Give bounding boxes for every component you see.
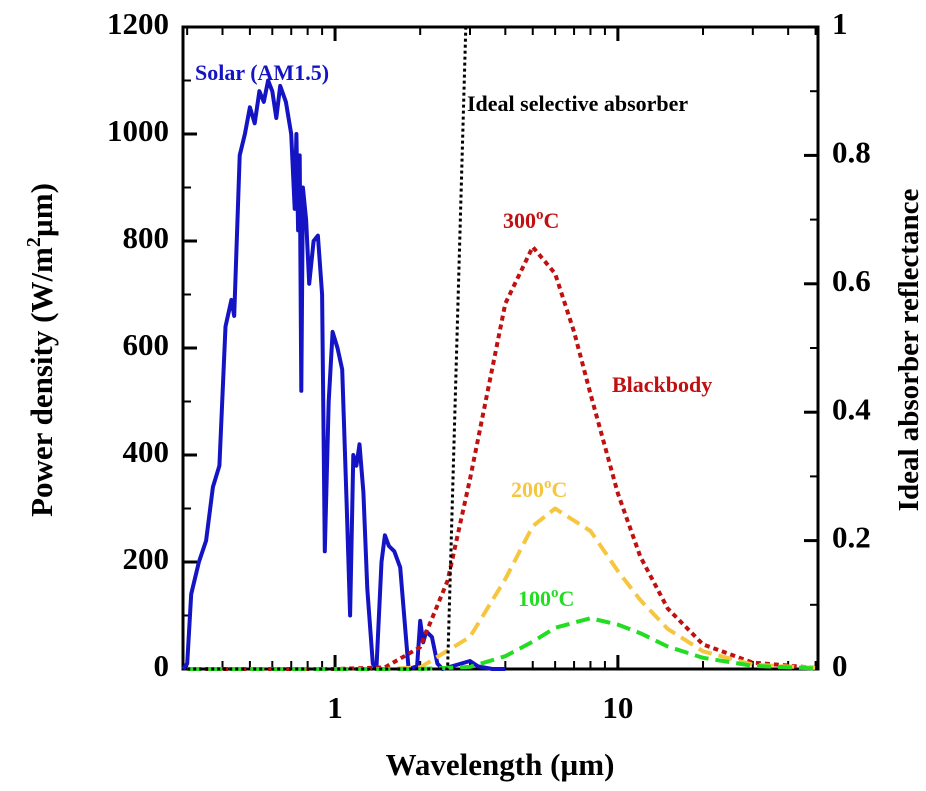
- series-label-part: o: [544, 476, 552, 492]
- y-tick-label: 800: [123, 220, 170, 255]
- x-tick-label: 1: [327, 690, 343, 725]
- series-label-part: o: [536, 207, 544, 223]
- series-label-part: o: [551, 585, 559, 601]
- x-tick-label: 10: [602, 690, 633, 725]
- series-label: Ideal selective absorber: [467, 91, 688, 116]
- y2-axis-label: Ideal absorber reflectance: [893, 189, 925, 512]
- series-line: [187, 616, 816, 671]
- series-label-part: C: [544, 208, 560, 233]
- series-label-part: 100: [518, 586, 551, 611]
- y2-tick-label: 0.6: [832, 263, 871, 298]
- plot-frame: [181, 25, 820, 671]
- x-axis-label: Wavelength (µm): [386, 747, 615, 782]
- y2-tick-label: 1: [832, 6, 848, 41]
- y-label-part: Power density (W/m: [24, 247, 59, 517]
- series-label-part: Solar (AM1.5): [195, 60, 329, 85]
- series-line: [187, 25, 818, 671]
- series-label-part: 300: [503, 208, 536, 233]
- y2-tick-label: 0: [832, 648, 848, 683]
- series-label-part: 200: [511, 477, 544, 502]
- y-tick-label: 1200: [107, 6, 169, 41]
- series-label: 200oC: [511, 476, 567, 502]
- y-tick-label: 200: [123, 541, 170, 576]
- series-label: 300oC: [503, 207, 559, 233]
- y-tick-label: 600: [123, 327, 170, 362]
- y2-tick-label: 0.4: [832, 391, 871, 426]
- series-line: [187, 244, 816, 671]
- y2-tick-label: 0.2: [832, 520, 871, 555]
- y-tick-label: 1000: [107, 113, 169, 148]
- series-label-part: C: [559, 586, 575, 611]
- series-line: [187, 506, 816, 671]
- annotation: Blackbody: [612, 372, 712, 397]
- series-label: Solar (AM1.5): [195, 60, 329, 85]
- series-label: 100oC: [518, 585, 574, 611]
- y2-tick-label: 0.8: [832, 135, 871, 170]
- y-axis-label: Power density (W/m2µm): [23, 183, 59, 517]
- series-label-part: C: [552, 477, 568, 502]
- y-label-part: µm): [24, 183, 59, 237]
- series-label-part: Ideal selective absorber: [467, 91, 688, 116]
- y-tick-label: 0: [154, 648, 170, 683]
- y-tick-label: 400: [123, 434, 170, 469]
- y-label-sup: 2: [23, 237, 45, 247]
